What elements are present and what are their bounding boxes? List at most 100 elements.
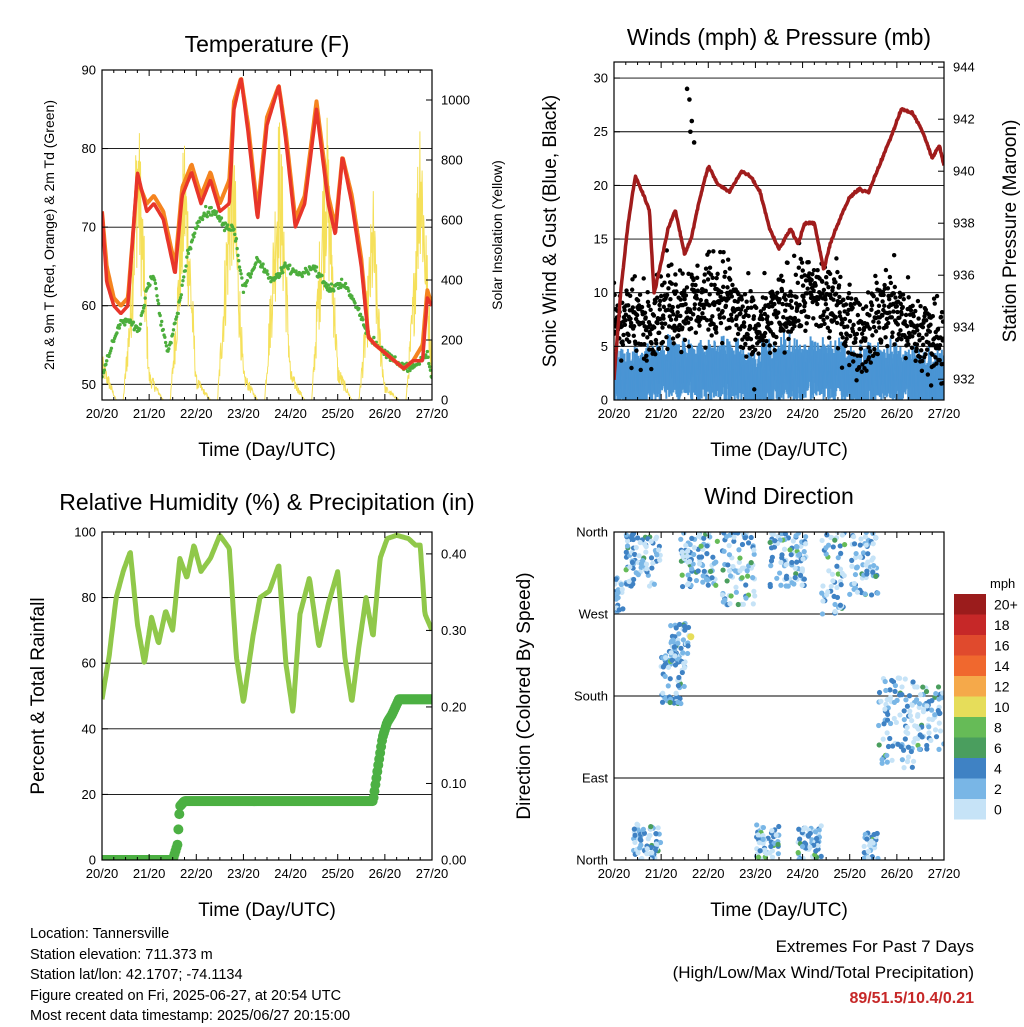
gust-point [941, 380, 944, 386]
legend-label: 14 [994, 658, 1010, 674]
gust-point [645, 299, 651, 305]
direction-point [866, 855, 872, 860]
gust-point [626, 339, 632, 345]
gust-point [706, 327, 711, 332]
gust-point [840, 335, 845, 340]
direction-point [932, 712, 938, 718]
gust-point [858, 353, 863, 359]
gust-point [774, 315, 779, 320]
gust-point [784, 324, 789, 330]
direction-point [659, 699, 666, 705]
direction-point [725, 562, 731, 568]
gust-point [660, 339, 666, 345]
gust-point [887, 274, 893, 280]
gust-point [712, 302, 717, 308]
x-tick-label: 27/20 [416, 866, 449, 881]
gust-point [614, 292, 617, 298]
gust-point [679, 349, 684, 355]
gust-point [886, 320, 891, 326]
direction-point [754, 822, 760, 828]
direction-point [880, 736, 886, 742]
x-tick-label: 20/20 [598, 406, 631, 421]
gust-point [869, 307, 874, 312]
direction-point [681, 665, 688, 671]
gust-point [919, 368, 925, 374]
direction-point [631, 826, 637, 832]
dewpoint-point [350, 294, 354, 298]
direction-point [884, 752, 890, 759]
gust-point [940, 319, 944, 324]
direction-point [904, 758, 911, 765]
gust-point [705, 277, 711, 282]
direction-point [635, 535, 641, 541]
gust-point [826, 335, 832, 340]
gust-point [719, 289, 724, 295]
gust-point [917, 332, 922, 337]
gust-point [651, 313, 657, 318]
direction-point [789, 559, 795, 566]
gust-point [899, 337, 904, 342]
direction-point [915, 736, 921, 742]
gust-point [682, 337, 688, 343]
gust-point [844, 336, 849, 342]
direction-point [893, 719, 899, 726]
gust-point [714, 275, 719, 281]
y2-tick-label: 0.30 [441, 623, 466, 638]
gust-point [742, 292, 748, 297]
gust-point [924, 332, 929, 337]
gust-point [917, 338, 922, 343]
direction-point [870, 569, 876, 575]
gust-point [834, 256, 839, 261]
gust-point [762, 270, 767, 276]
gust-point [879, 338, 884, 343]
gust-point [653, 299, 658, 304]
y-tick-label: 60 [82, 298, 96, 313]
dewpoint-point [276, 271, 280, 276]
gust-point [706, 249, 712, 255]
gust-point [683, 293, 689, 298]
direction-point [793, 533, 799, 539]
gust-point [881, 292, 886, 298]
x-tick-label: 27/20 [928, 866, 961, 881]
direction-point [805, 832, 811, 839]
gust-point [729, 318, 735, 323]
gust-point [923, 318, 929, 323]
y2-tick-label: 932 [953, 372, 975, 387]
gust-point [898, 301, 903, 307]
gust-point [914, 346, 919, 351]
gust-point [674, 313, 680, 319]
direction-point [769, 828, 775, 834]
gust-point [772, 301, 777, 307]
direction-point [637, 836, 643, 842]
dewpoint-point [426, 355, 430, 359]
gust-point [683, 302, 688, 307]
gust-point [726, 296, 731, 301]
direction-point [681, 660, 687, 666]
gust-point [805, 286, 810, 291]
direction-point [635, 850, 641, 856]
direction-point [899, 757, 905, 763]
dewpoint-point [163, 335, 167, 339]
direction-point [713, 559, 719, 565]
gust-point [746, 313, 751, 319]
y2-tick-label: 942 [953, 112, 975, 127]
gust-point [635, 298, 641, 303]
gust-point [876, 309, 881, 315]
gust-point [753, 347, 758, 353]
gust-point [785, 260, 790, 265]
direction-point [679, 583, 686, 590]
gust-point [754, 305, 759, 311]
direction-point [787, 547, 793, 553]
direction-point [632, 839, 638, 846]
direction-point [732, 532, 738, 535]
direction-point [687, 576, 693, 582]
gust-point [714, 330, 719, 335]
direction-point [675, 683, 682, 689]
gust-point [728, 312, 734, 318]
y2-tick-label: 936 [953, 268, 975, 283]
dewpoint-point [254, 261, 258, 265]
wind-mark [936, 344, 939, 371]
legend-label: 4 [994, 760, 1002, 776]
dewpoint-point [306, 272, 311, 276]
direction-point [687, 541, 693, 548]
